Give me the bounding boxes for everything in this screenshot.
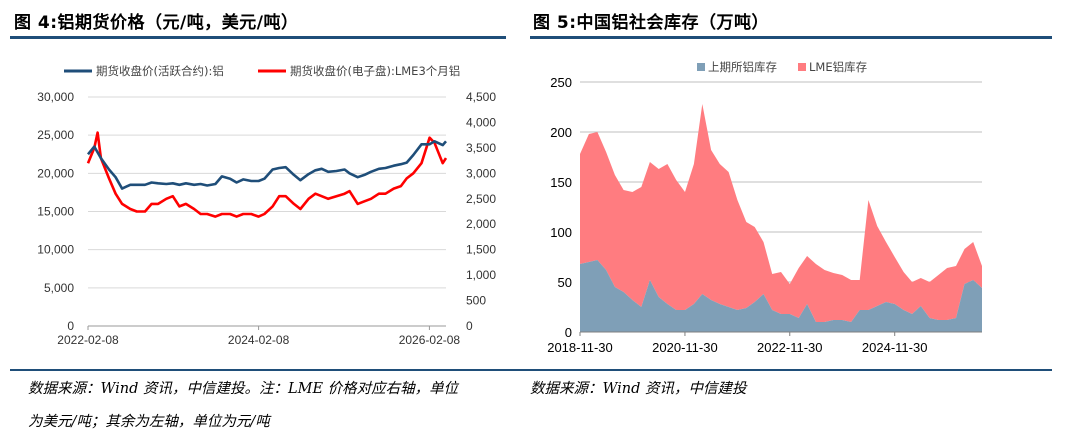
left-y-tick-label: 25,000 xyxy=(37,128,74,142)
legend-label: LME铝库存 xyxy=(809,60,867,74)
left-source-line2: 为美元/吨；其余为左轴，单位为元/吨 xyxy=(28,414,270,430)
right-title-rule xyxy=(530,36,1052,39)
right-y-tick-label: 250 xyxy=(550,75,572,90)
left-chart: 期货收盘价(活跃合约):铝 期货收盘价(电子盘):LME3个月铝 0 5,000 10… xyxy=(37,64,496,347)
right-y-tick-label: 4,500 xyxy=(466,90,496,104)
left-y-tick-label: 15,000 xyxy=(37,205,74,219)
left-title-rule xyxy=(10,36,506,39)
right-y-tick-label: 0 xyxy=(466,319,473,333)
left-x-tick-label: 2022-02-08 xyxy=(57,333,119,347)
right-y-tick-label: 500 xyxy=(466,294,486,308)
left-y-tick-label: 10,000 xyxy=(37,243,74,257)
left-y-tick-label: 5,000 xyxy=(44,281,74,295)
right-y-tick-label: 50 xyxy=(558,275,572,290)
legend-label: 期货收盘价(电子盘):LME3个月铝 xyxy=(290,64,460,78)
right-y-tick-label: 100 xyxy=(550,225,572,240)
right-y-tick-label: 0 xyxy=(565,325,572,340)
right-y-tick-label: 2,500 xyxy=(466,192,496,206)
right-x-tick-label: 2024-11-30 xyxy=(862,340,928,355)
right-y-tick-label: 4,000 xyxy=(466,115,496,129)
right-x-tick-label: 2020-11-30 xyxy=(652,340,718,355)
right-y-tick-label: 1,000 xyxy=(466,268,496,282)
footer-rule xyxy=(10,369,1052,371)
right-legend: 上期所铝库存 LME铝库存 xyxy=(697,60,867,74)
right-y-tick-label: 150 xyxy=(550,175,572,190)
legend-swatch xyxy=(697,63,705,71)
left-y-tick-label: 30,000 xyxy=(37,90,74,104)
right-source: 数据来源：Wind 资讯，中信建投 xyxy=(530,381,747,397)
right-y-tick-label: 2,000 xyxy=(466,217,496,231)
left-y-tick-label: 20,000 xyxy=(37,166,74,180)
legend-label: 上期所铝库存 xyxy=(708,60,777,74)
legend-label: 期货收盘价(活跃合约):铝 xyxy=(96,64,224,78)
right-y-tick-label: 1,500 xyxy=(466,243,496,257)
left-chart-title: 图 4:铝期货价格（元/吨，美元/吨） xyxy=(14,13,299,33)
series-line-lme-aluminum xyxy=(86,131,448,218)
series-line-shfe-aluminum xyxy=(86,140,447,190)
series-area-shfe-aluminum xyxy=(580,260,982,332)
right-y-tick-label: 3,500 xyxy=(466,141,496,155)
right-chart-title: 图 5:中国铝社会库存（万吨） xyxy=(533,13,770,33)
right-y-tick-label: 200 xyxy=(550,125,572,140)
series-area-lme-aluminum xyxy=(580,104,982,322)
left-legend: 期货收盘价(活跃合约):铝 期货收盘价(电子盘):LME3个月铝 xyxy=(64,64,460,78)
right-x-tick-label: 2022-11-30 xyxy=(757,340,823,355)
left-y-tick-label: 0 xyxy=(67,319,74,333)
right-x-tick-label: 2018-11-30 xyxy=(547,340,613,355)
left-x-tick-label: 2026-02-08 xyxy=(399,333,461,347)
legend-swatch xyxy=(798,63,806,71)
right-y-tick-label: 3,000 xyxy=(466,166,496,180)
right-chart: 上期所铝库存 LME铝库存 0 50 100 150 200 250 2018-11-30 2… xyxy=(547,60,982,355)
left-source-line1: 数据来源：Wind 资讯，中信建投。注：LME 价格对应右轴，单位 xyxy=(28,381,459,397)
left-x-tick-label: 2024-02-08 xyxy=(228,333,290,347)
